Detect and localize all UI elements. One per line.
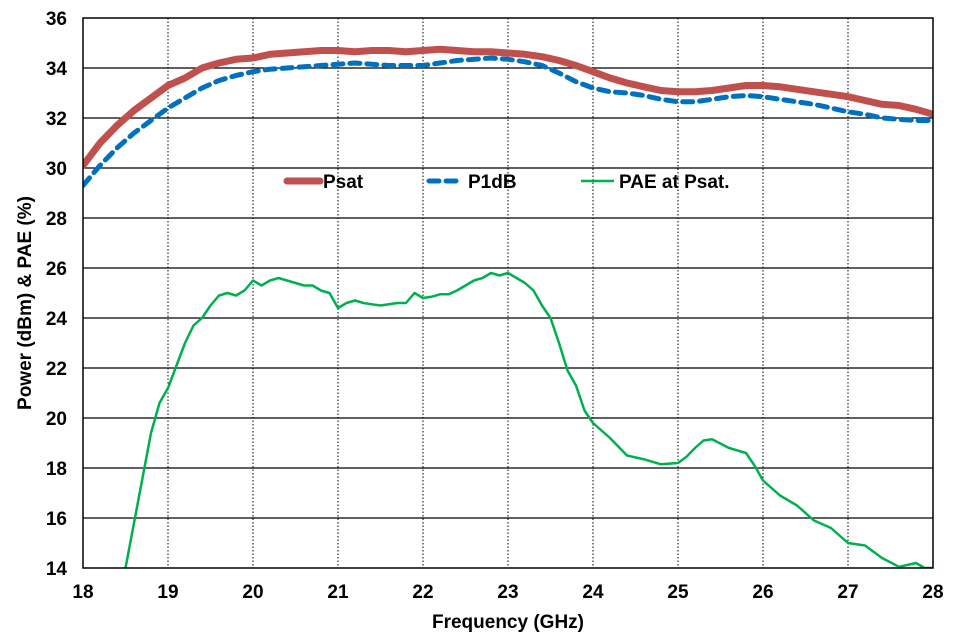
series-line-pae-at-psat [124, 271, 933, 568]
y-tick-label: 22 [46, 359, 67, 380]
y-tick-label: 32 [46, 109, 67, 130]
legend-item-psat: Psat [283, 172, 364, 193]
x-tick-label: 18 [72, 582, 93, 603]
series-line-psat [83, 45, 933, 169]
x-axis-title: Frequency (GHz) [432, 612, 584, 633]
y-axis-ticks: 14 16 18 20 22 24 26 28 30 32 34 36 [46, 9, 68, 580]
series-line-p1db [83, 55, 933, 188]
x-tick-label: 23 [497, 582, 518, 603]
y-tick-label: 14 [46, 559, 68, 580]
legend: Psat P1dB PAE at Psat. [283, 172, 730, 193]
y-tick-label: 34 [46, 59, 68, 80]
x-tick-label: 21 [327, 582, 349, 603]
y-tick-label: 18 [46, 459, 67, 480]
x-tick-label: 24 [582, 582, 604, 603]
x-tick-label: 22 [412, 582, 433, 603]
x-tick-label: 20 [242, 582, 263, 603]
x-tick-label: 27 [837, 582, 858, 603]
x-tick-label: 26 [752, 582, 773, 603]
series-lines [83, 45, 933, 568]
y-tick-label: 30 [46, 159, 67, 180]
y-tick-label: 16 [46, 509, 67, 530]
x-axis-ticks: 18 19 20 21 22 23 24 25 26 27 28 [72, 582, 943, 603]
grid [83, 18, 933, 568]
legend-label: Psat [323, 172, 364, 193]
legend-label: P1dB [468, 172, 517, 193]
x-tick-label: 25 [667, 582, 689, 603]
y-tick-label: 28 [46, 209, 67, 230]
y-tick-label: 36 [46, 9, 67, 30]
legend-item-pae-at-psat: PAE at Psat. [581, 172, 730, 193]
y-tick-label: 26 [46, 259, 67, 280]
x-tick-label: 19 [157, 582, 178, 603]
y-tick-label: 20 [46, 409, 67, 430]
plot-area-frame [82, 17, 934, 569]
legend-item-p1db: P1dB [426, 172, 517, 193]
x-tick-label: 28 [922, 582, 943, 603]
y-axis-title: Power (dBm) & PAE (%) [15, 196, 36, 410]
y-tick-label: 24 [46, 309, 68, 330]
legend-label: PAE at Psat. [619, 172, 730, 193]
